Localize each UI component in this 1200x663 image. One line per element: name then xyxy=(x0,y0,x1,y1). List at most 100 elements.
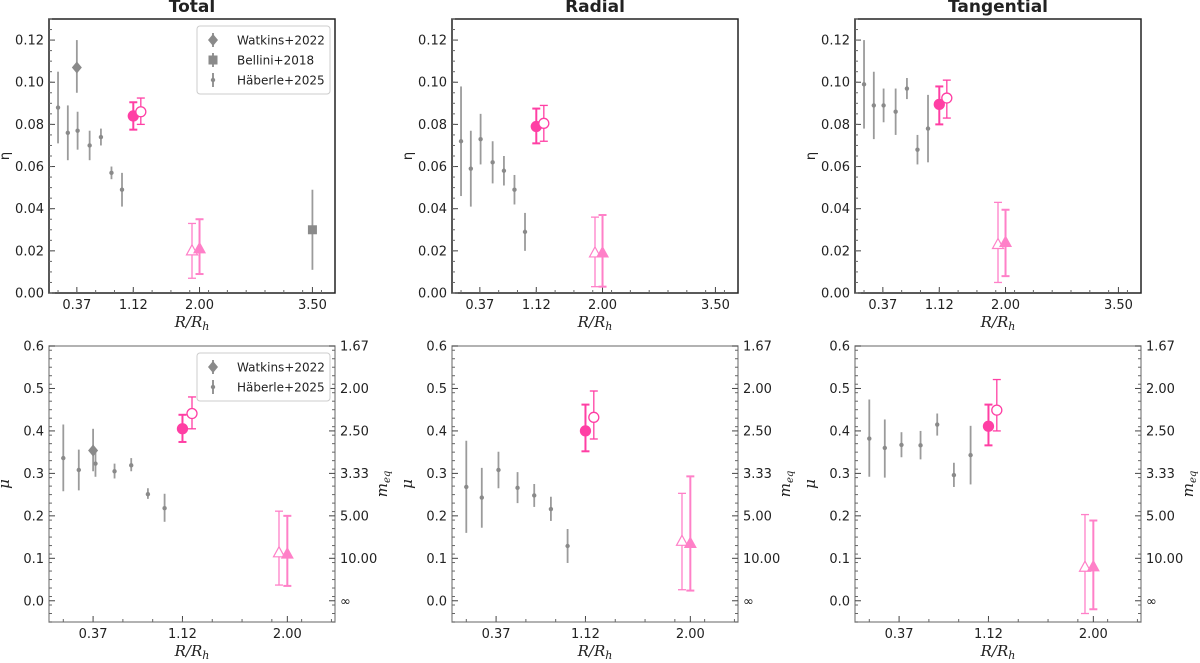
marker-diamond xyxy=(208,361,218,373)
y2-tick-label: 1.67 xyxy=(1146,340,1175,355)
x-tick-label: 1.12 xyxy=(974,627,1003,642)
data-point xyxy=(145,488,151,499)
marker-circle-open xyxy=(588,411,600,423)
marker-dot xyxy=(861,82,867,87)
marker-triangle-filled xyxy=(683,536,697,549)
marker-dot xyxy=(512,187,517,192)
y-tick-label: 0.04 xyxy=(418,202,447,217)
series-circle-filled xyxy=(176,413,189,443)
data-point xyxy=(588,390,600,440)
x-axis-label: R/Rh xyxy=(174,313,210,333)
y2-axis-label-sub: eq xyxy=(785,471,796,483)
panel-title: Tangential xyxy=(948,0,1048,17)
data-point xyxy=(893,88,898,135)
marker-dot xyxy=(925,126,931,131)
data-point xyxy=(882,419,887,478)
y2-tick-label: 10.00 xyxy=(743,552,780,567)
series-circle-filled xyxy=(982,403,995,447)
data-point xyxy=(871,71,877,140)
data-point xyxy=(861,40,867,129)
y2-axis-label-sub: eq xyxy=(382,471,393,483)
marker-dot xyxy=(918,443,923,448)
data-point xyxy=(925,94,931,163)
marker-dot xyxy=(76,467,81,473)
series-Häberle+2025 xyxy=(55,71,125,207)
y-tick-label: 0.04 xyxy=(15,202,44,217)
data-point xyxy=(71,40,82,93)
data-point xyxy=(87,130,92,161)
y-tick-label: 0.06 xyxy=(821,160,850,175)
y-tick-label: 0.04 xyxy=(821,202,850,217)
marker-circle-filled xyxy=(579,425,592,437)
y-tick-label: 0.2 xyxy=(829,509,850,524)
marker-diamond xyxy=(208,34,218,46)
y2-tick-label: 3.33 xyxy=(340,467,369,482)
y-tick-label: 0.4 xyxy=(23,424,44,439)
series-triangle-filled xyxy=(280,514,294,587)
marker-dot xyxy=(75,128,80,133)
series-triangle-filled xyxy=(596,214,610,288)
y-tick-label: 0.12 xyxy=(418,34,447,49)
y-tick-label: 0.4 xyxy=(426,424,447,439)
x-tick-label: 1.12 xyxy=(522,298,551,313)
marker-dot xyxy=(479,495,484,500)
data-point xyxy=(55,71,61,144)
y-tick-label: 0.1 xyxy=(426,552,447,567)
marker-dot xyxy=(93,461,98,466)
y-axis-label: η xyxy=(401,152,416,160)
x-axis-label: R/Rh xyxy=(174,642,210,659)
series-triangle-open xyxy=(675,492,689,591)
data-point xyxy=(464,440,469,533)
y-tick-label: 0.08 xyxy=(15,118,44,133)
legend-box xyxy=(196,25,331,95)
y2-tick-label: ∞ xyxy=(340,594,351,609)
marker-circle-open xyxy=(135,106,147,118)
marker-circle-open xyxy=(991,404,1003,416)
series-Bellini+2018 xyxy=(307,189,317,270)
x-axis-label: R/Rh xyxy=(577,313,613,333)
series-circle-open xyxy=(135,97,147,126)
marker-dot xyxy=(501,168,507,173)
data-point xyxy=(272,510,286,586)
marker-dot xyxy=(109,170,114,176)
data-point xyxy=(119,172,125,207)
panel-radial-eta: Radial 0.00 0.02 0.04 0.06 0.08 0.10 0.12 0.37 1.… xyxy=(401,0,739,333)
marker-dot xyxy=(129,463,134,468)
y-axis-label: μ xyxy=(0,479,13,489)
marker-dot xyxy=(119,187,125,192)
marker-dot xyxy=(98,134,104,140)
x-axis-label-sub: h xyxy=(202,649,209,659)
marker-dot xyxy=(532,493,537,498)
data-point xyxy=(968,425,973,485)
data-point xyxy=(129,458,134,472)
series-circle-filled xyxy=(127,101,139,131)
data-point xyxy=(112,463,117,479)
marker-circle-open xyxy=(186,407,198,420)
marker-dot xyxy=(162,506,167,511)
data-point xyxy=(93,452,98,477)
y-tick-label: 0.10 xyxy=(15,76,44,91)
marker-triangle-filled xyxy=(999,235,1013,248)
series-triangle-filled xyxy=(999,208,1013,278)
y-axis-label: η xyxy=(0,152,13,160)
y-tick-label: 0.02 xyxy=(418,244,447,259)
data-point xyxy=(565,529,570,563)
series-circle-filled xyxy=(933,85,945,126)
series-small-dot xyxy=(867,399,973,487)
data-point xyxy=(478,113,483,165)
data-point xyxy=(512,174,517,205)
series-triangle-filled xyxy=(193,218,207,276)
y-tick-label: 0.00 xyxy=(15,287,44,302)
data-point xyxy=(579,403,592,453)
y2-axis-label: meq xyxy=(776,471,796,498)
data-point xyxy=(307,189,317,270)
legend: Watkins+2022 Bellini+2018 Häberle+2025 xyxy=(196,25,331,95)
y-tick-label: 0.5 xyxy=(23,382,44,397)
x-tick-label: 2.00 xyxy=(273,627,302,642)
y2-tick-label: 2.50 xyxy=(340,424,369,439)
y2-tick-label: 2.50 xyxy=(743,424,772,439)
marker-square xyxy=(307,225,317,235)
x-tick-label: 0.37 xyxy=(62,298,91,313)
x-tick-label: 2.00 xyxy=(185,298,214,313)
data-point xyxy=(501,156,507,186)
